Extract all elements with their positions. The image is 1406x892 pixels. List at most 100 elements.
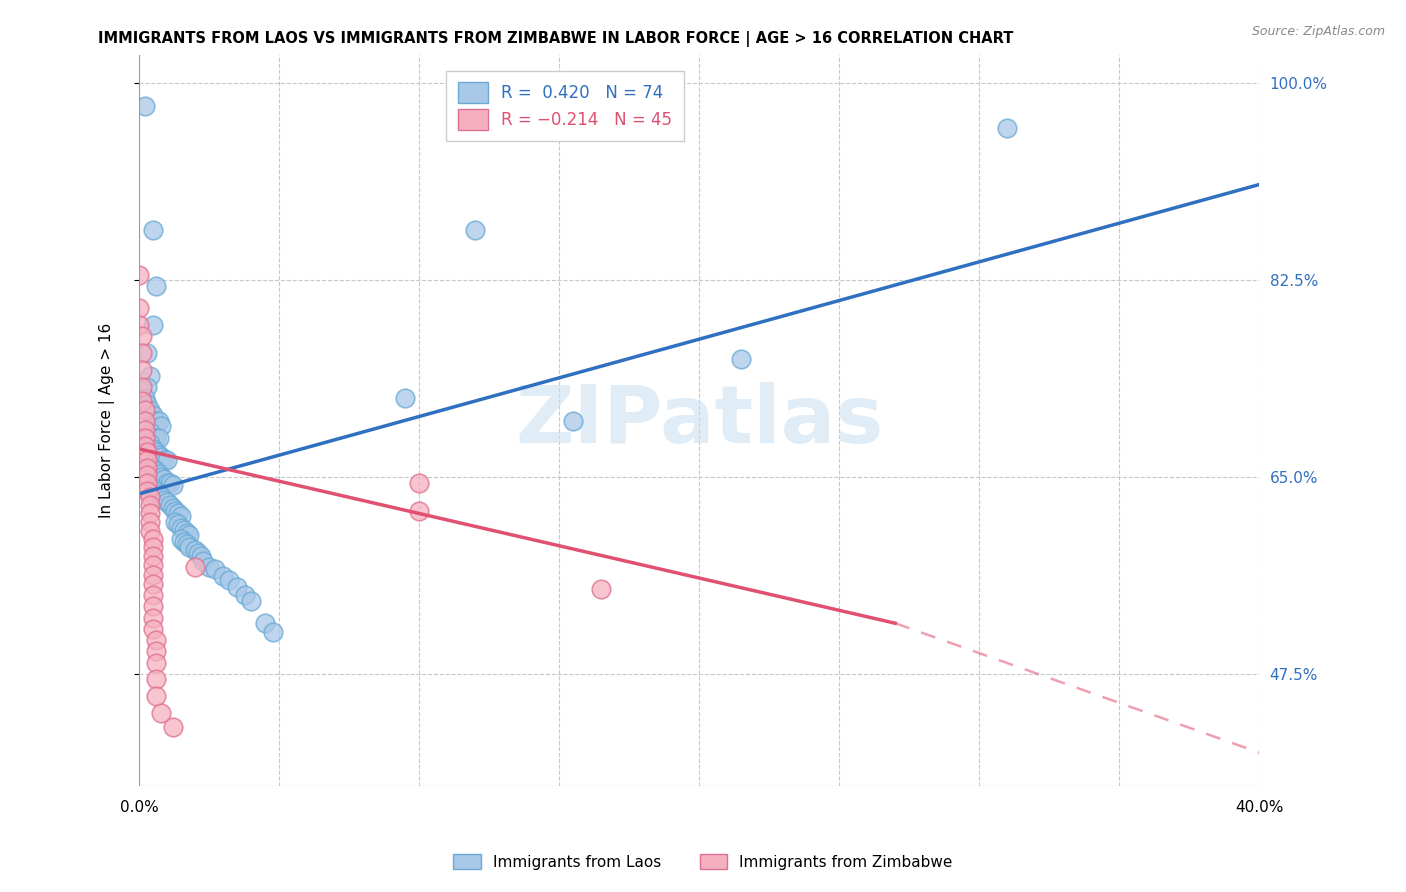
- Point: [150, 450, 173, 464]
- Point: [190, 549, 212, 563]
- Point: [136, 397, 159, 411]
- Point: [145, 414, 167, 428]
- Point: [142, 431, 165, 445]
- Point: [134, 99, 156, 113]
- Point: [167, 517, 190, 532]
- Point: [134, 391, 156, 405]
- Point: [173, 523, 195, 537]
- Point: [153, 492, 176, 507]
- Point: [134, 438, 156, 452]
- Point: [136, 467, 159, 482]
- Point: [173, 535, 195, 549]
- Point: [145, 431, 167, 445]
- Point: [131, 363, 153, 377]
- Point: [142, 442, 165, 456]
- Point: [153, 472, 176, 486]
- Legend: R =  0.420   N = 74, R = −0.214   N = 45: R = 0.420 N = 74, R = −0.214 N = 45: [446, 70, 683, 142]
- Point: [139, 402, 162, 417]
- Point: [142, 567, 165, 582]
- Point: [136, 453, 159, 467]
- Text: IMMIGRANTS FROM LAOS VS IMMIGRANTS FROM ZIMBABWE IN LABOR FORCE | AGE > 16 CORRE: IMMIGRANTS FROM LAOS VS IMMIGRANTS FROM …: [98, 31, 1014, 47]
- Point: [170, 509, 193, 524]
- Point: [139, 436, 162, 450]
- Point: [139, 425, 162, 439]
- Point: [145, 673, 167, 687]
- Point: [212, 569, 235, 583]
- Point: [142, 549, 165, 563]
- Point: [128, 301, 150, 316]
- Point: [136, 461, 159, 475]
- Point: [145, 644, 167, 658]
- Point: [162, 720, 184, 734]
- Point: [262, 625, 284, 640]
- Point: [145, 278, 167, 293]
- Point: [464, 222, 486, 236]
- Point: [139, 490, 162, 504]
- Point: [150, 470, 173, 484]
- Point: [131, 393, 153, 408]
- Point: [145, 690, 167, 704]
- Point: [145, 633, 167, 648]
- Point: [142, 408, 165, 422]
- Point: [150, 489, 173, 503]
- Point: [131, 380, 153, 394]
- Point: [204, 562, 226, 576]
- Point: [198, 560, 221, 574]
- Point: [153, 453, 176, 467]
- Point: [148, 448, 170, 462]
- Point: [148, 431, 170, 445]
- Point: [142, 588, 165, 602]
- Point: [131, 329, 153, 343]
- Point: [142, 577, 165, 591]
- Point: [139, 458, 162, 473]
- Point: [139, 506, 162, 520]
- Point: [148, 487, 170, 501]
- Point: [139, 515, 162, 529]
- Point: [235, 588, 257, 602]
- Point: [162, 478, 184, 492]
- Point: [167, 506, 190, 520]
- Point: [136, 380, 159, 394]
- Point: [170, 521, 193, 535]
- Text: ZIPatlas: ZIPatlas: [515, 382, 883, 459]
- Point: [148, 467, 170, 481]
- Point: [142, 222, 165, 236]
- Point: [142, 622, 165, 636]
- Legend: Immigrants from Laos, Immigrants from Zimbabwe: Immigrants from Laos, Immigrants from Zi…: [446, 846, 960, 877]
- Point: [218, 574, 240, 588]
- Point: [187, 547, 209, 561]
- Point: [139, 498, 162, 512]
- Point: [145, 445, 167, 459]
- Point: [240, 593, 263, 607]
- Point: [176, 526, 198, 541]
- Point: [408, 504, 430, 518]
- Point: [128, 268, 150, 282]
- Point: [562, 414, 585, 428]
- Point: [394, 391, 416, 405]
- Point: [165, 504, 187, 518]
- Point: [591, 582, 613, 597]
- Point: [142, 318, 165, 332]
- Point: [136, 475, 159, 490]
- Point: [156, 453, 179, 467]
- Point: [165, 515, 187, 529]
- Point: [156, 475, 179, 490]
- Point: [156, 495, 179, 509]
- Point: [179, 528, 201, 542]
- Point: [995, 121, 1018, 136]
- Point: [136, 346, 159, 360]
- Point: [162, 501, 184, 516]
- Point: [170, 532, 193, 546]
- Point: [145, 483, 167, 498]
- Point: [184, 543, 207, 558]
- Point: [176, 537, 198, 551]
- Point: [134, 431, 156, 445]
- Point: [136, 436, 159, 450]
- Point: [134, 402, 156, 417]
- Point: [139, 368, 162, 383]
- Text: Source: ZipAtlas.com: Source: ZipAtlas.com: [1251, 25, 1385, 38]
- Point: [193, 554, 215, 568]
- Point: [142, 481, 165, 495]
- Point: [159, 498, 181, 512]
- Point: [148, 414, 170, 428]
